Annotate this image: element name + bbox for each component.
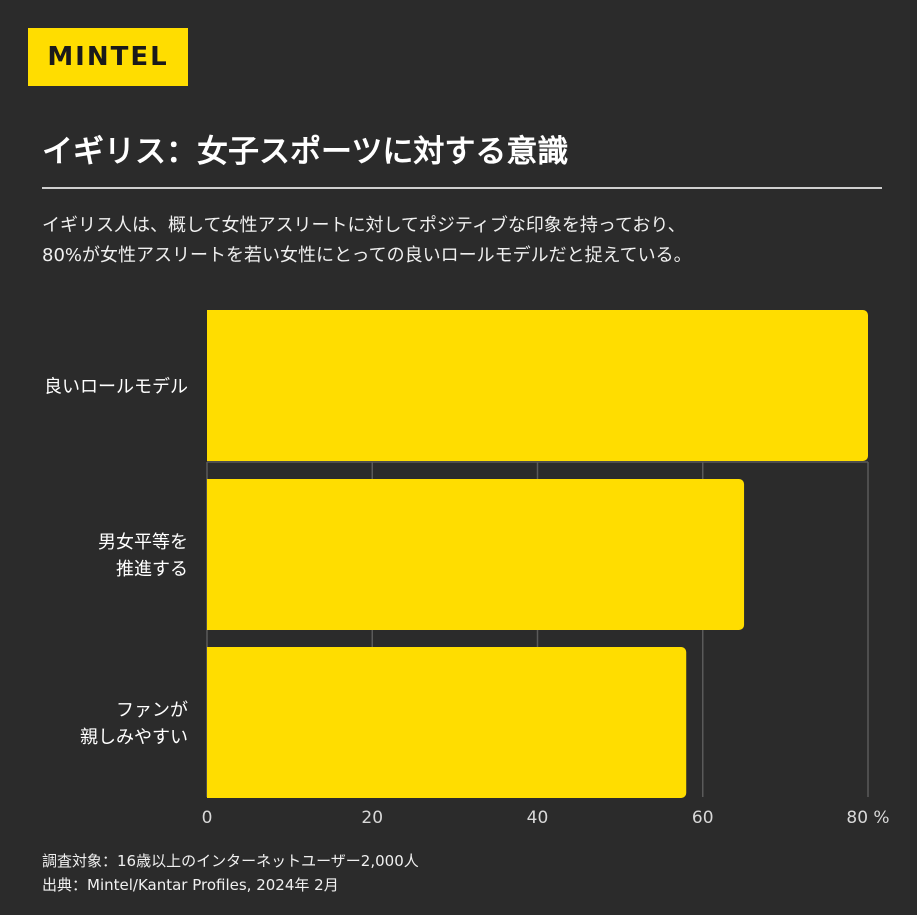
survey-note: 調査対象：16歳以上のインターネットユーザー2,000人 xyxy=(42,852,419,870)
mintel-logo: MINTEL xyxy=(28,28,188,86)
category-label: 親しみやすい xyxy=(80,727,188,748)
category-label: 男女平等を xyxy=(98,532,188,553)
bar xyxy=(207,647,687,798)
logo-text: MINTEL xyxy=(47,42,169,72)
source-note: 出典：Mintel/Kantar Profiles, 2024年 2月 xyxy=(42,876,339,894)
x-tick-label: 20 xyxy=(361,808,383,828)
page-title: イギリス：女子スポーツに対する意識 xyxy=(42,134,569,170)
category-label: 良いロールモデル xyxy=(44,377,188,398)
footer: 調査対象：16歳以上のインターネットユーザー2,000人 出典：Mintel/K… xyxy=(42,849,419,897)
category-label: ファンが xyxy=(116,700,188,721)
title-divider xyxy=(42,187,882,189)
category-label: 推進する xyxy=(116,559,188,580)
bar xyxy=(207,310,868,461)
bar-edge xyxy=(207,479,215,630)
x-tick-label: 40 xyxy=(527,808,549,828)
bar-edge xyxy=(207,310,215,461)
description: イギリス人は、概して女性アスリートに対してポジティブな印象を持っており、 80%… xyxy=(42,211,892,271)
x-tick-label: 60 xyxy=(692,808,714,828)
x-tick-label: 0 xyxy=(202,808,213,828)
bars xyxy=(207,310,868,798)
description-line-2: 80%が女性アスリートを若い女性にとっての良いロールモデルだと捉えている。 xyxy=(42,245,692,266)
description-line-1: イギリス人は、概して女性アスリートに対してポジティブな印象を持っており、 xyxy=(42,215,686,236)
bar xyxy=(207,479,745,630)
x-tick-labels: 0 20 40 60 80 % xyxy=(202,808,890,828)
bar-edge xyxy=(207,647,215,798)
x-tick-label: 80 % xyxy=(846,808,889,828)
